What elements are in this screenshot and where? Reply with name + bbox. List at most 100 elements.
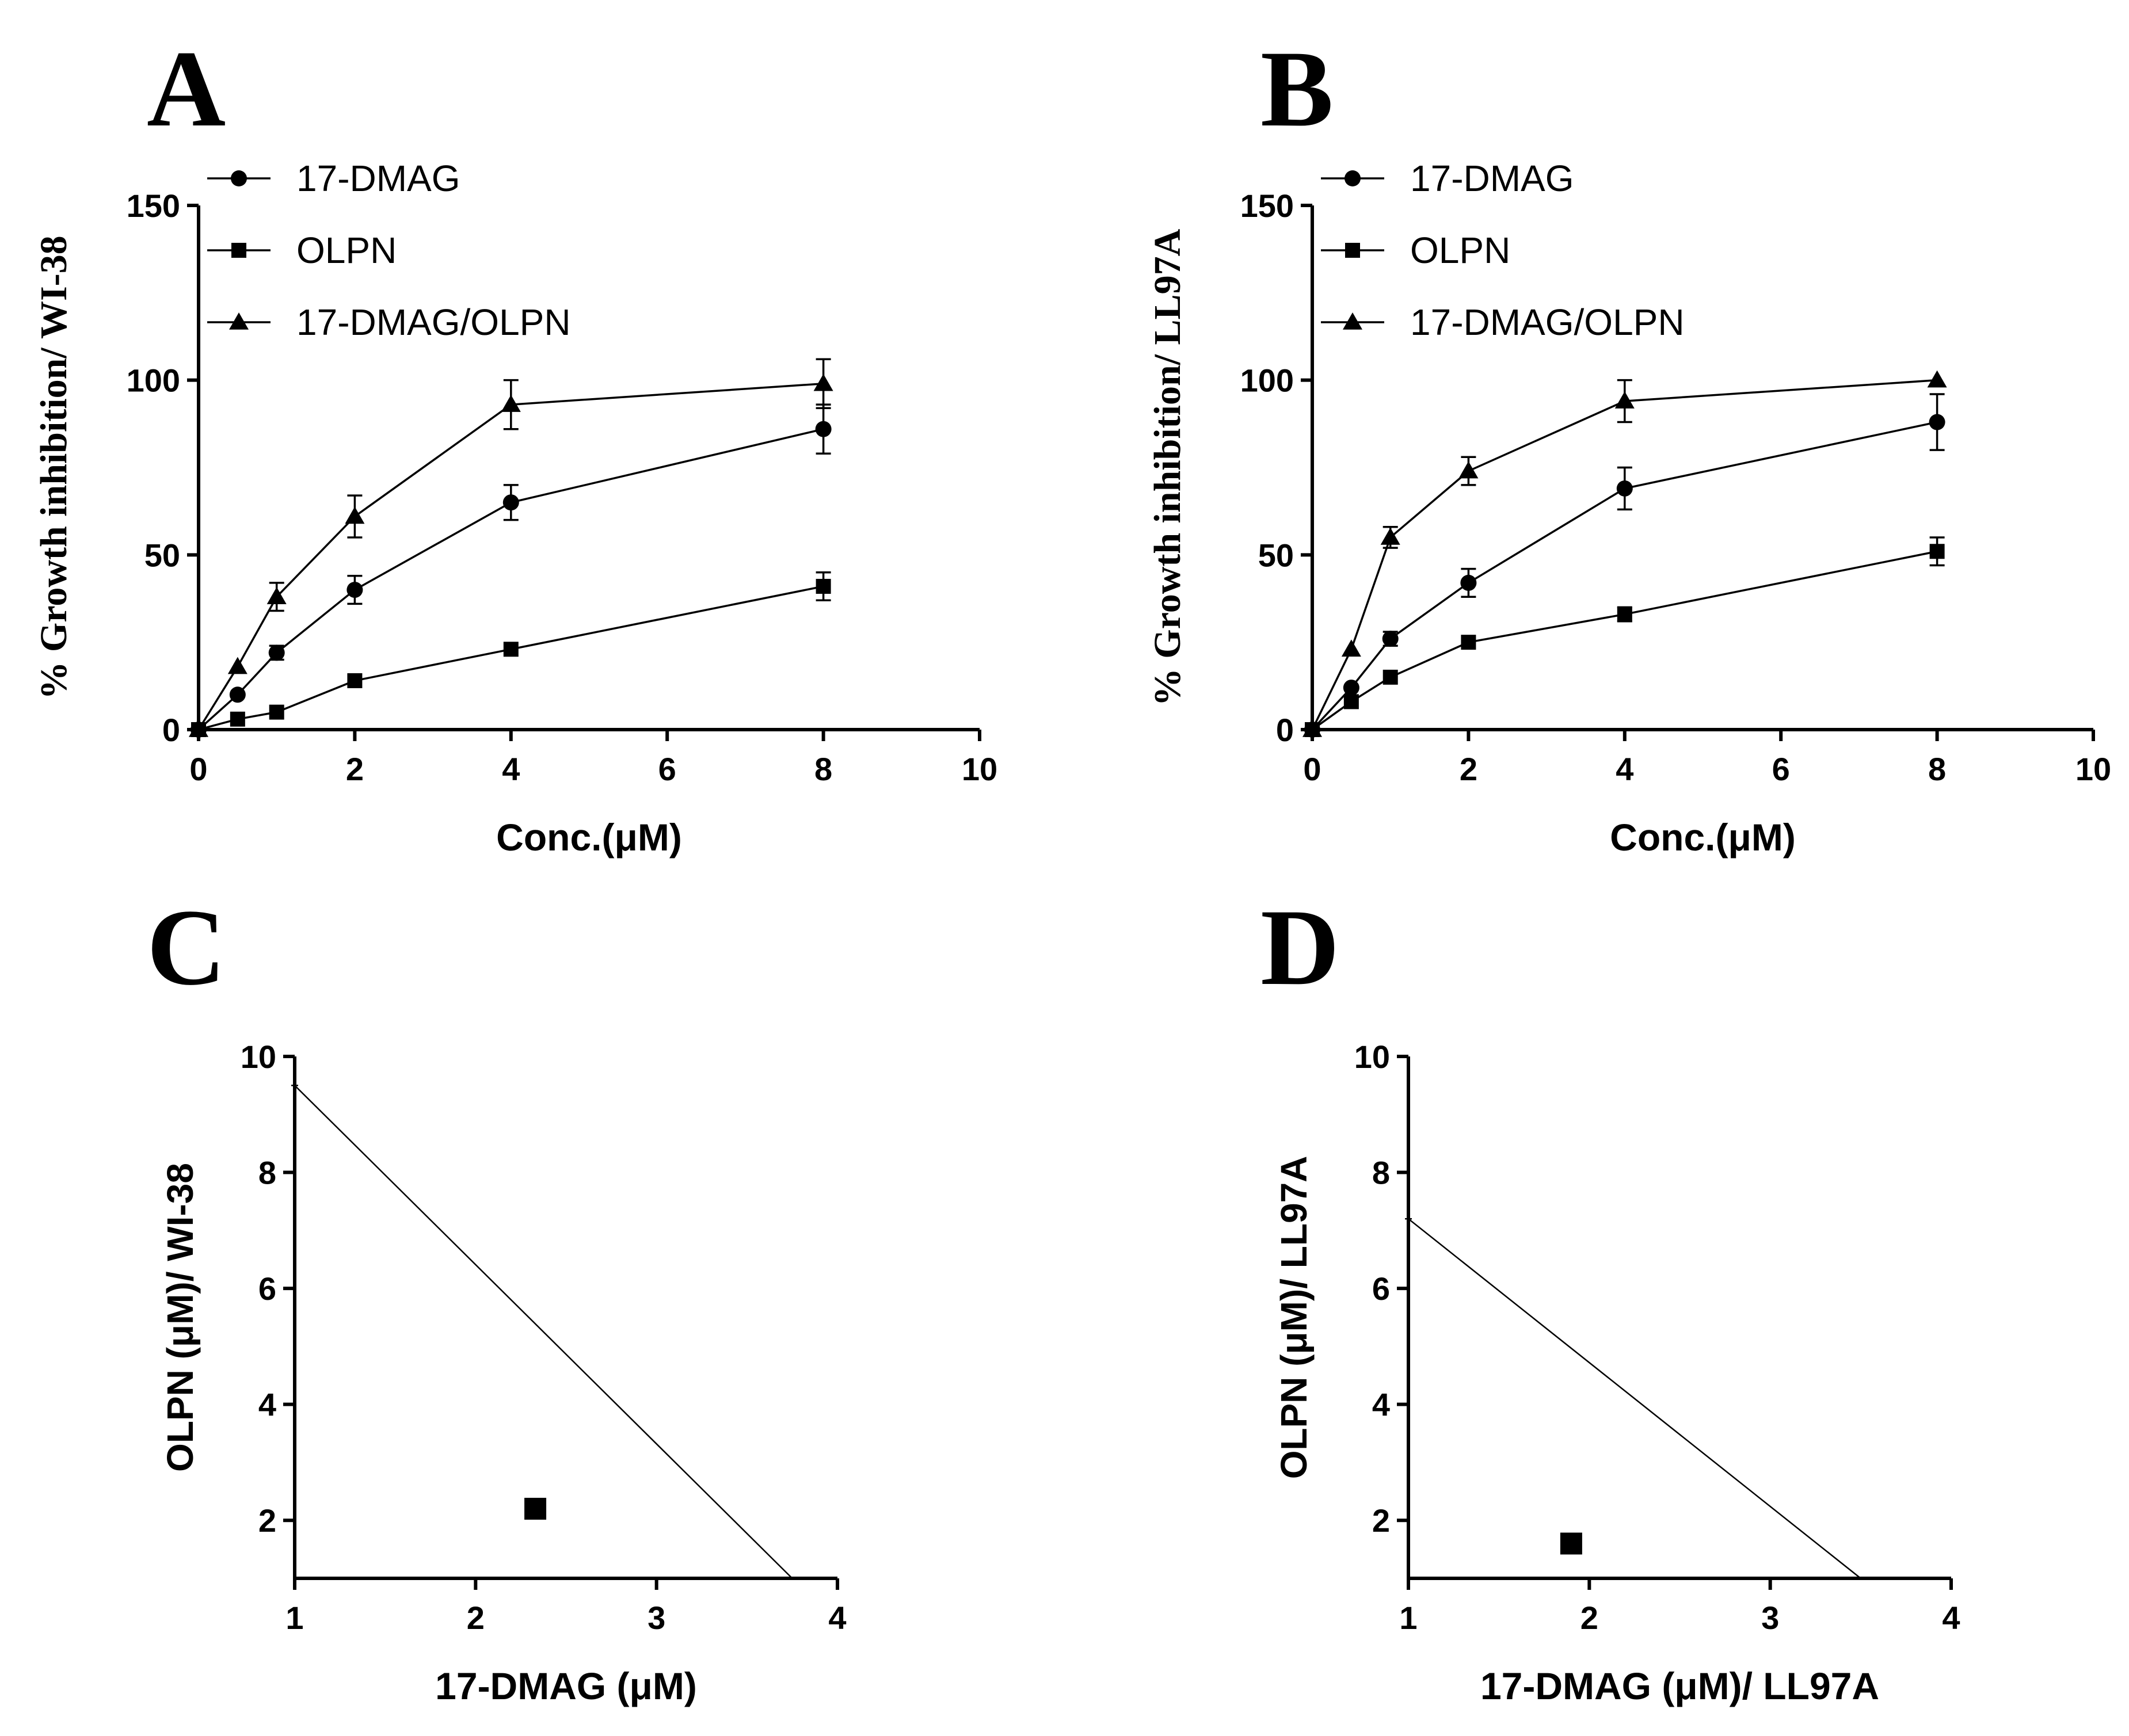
series-line — [197, 428, 824, 731]
data-point — [266, 587, 287, 604]
y-axis-label: % Growth inhibition/ LL97A — [1147, 228, 1189, 706]
isobole-line — [294, 1085, 793, 1579]
data-point — [1341, 639, 1361, 657]
panel-letter: D — [1260, 887, 1339, 1008]
panel-letter: A — [147, 29, 226, 150]
data-point — [346, 582, 363, 598]
legend-marker — [1345, 170, 1361, 186]
y-tick-label: 150 — [127, 188, 180, 224]
series-line — [1311, 550, 1937, 731]
x-tick-label: 10 — [2075, 751, 2111, 787]
panel-c: C 1 2 3 4 2 4 6 8 10 17-DMAG (μM) OLPN (μM)/ WI-38 — [147, 887, 847, 1707]
legend-marker — [231, 170, 247, 186]
data-point — [1616, 480, 1633, 497]
series-line — [197, 382, 824, 730]
legend-marker — [1345, 243, 1360, 258]
y-tick-label: 50 — [144, 537, 180, 573]
data-point — [1458, 461, 1479, 479]
legend-label: 17-DMAG/OLPN — [296, 302, 571, 343]
data-point — [345, 506, 365, 524]
legend-label: OLPN — [1410, 230, 1510, 271]
legend-label: 17-DMAG/OLPN — [1410, 302, 1685, 343]
x-tick-label: 1 — [285, 1600, 303, 1636]
data-point — [1929, 544, 1945, 559]
x-tick-label: 6 — [658, 751, 676, 787]
combination-point — [1560, 1532, 1582, 1555]
data-point — [229, 686, 246, 703]
data-point — [1617, 606, 1632, 622]
x-tick-label: 0 — [1303, 751, 1321, 787]
x-tick-label: 4 — [502, 751, 520, 787]
x-axis-label: 17-DMAG (μM)/ LL97A — [1480, 1665, 1879, 1707]
y-tick-label: 0 — [1276, 712, 1294, 748]
data-point — [230, 711, 245, 727]
data-point — [816, 578, 831, 594]
data-point — [1927, 370, 1947, 388]
data-point — [1302, 720, 1322, 737]
series-line — [1311, 379, 1937, 730]
combination-point — [524, 1498, 547, 1520]
y-tick-label: 100 — [1240, 363, 1294, 399]
data-point — [1929, 414, 1945, 430]
y-tick-label: 6 — [258, 1270, 276, 1307]
x-axis-label: 17-DMAG (μM) — [435, 1665, 697, 1707]
y-axis-label: OLPN (μM)/ WI-38 — [159, 1163, 201, 1472]
data-point — [1614, 391, 1635, 409]
data-point — [813, 373, 833, 391]
x-tick-label: 4 — [1942, 1600, 1960, 1636]
y-tick-label: 8 — [258, 1155, 276, 1191]
x-tick-label: 2 — [467, 1600, 485, 1636]
series-line — [198, 585, 824, 731]
data-point — [1460, 574, 1477, 591]
data-point — [815, 421, 832, 437]
data-point — [502, 494, 519, 511]
data-point — [1380, 527, 1400, 545]
y-tick-label: 4 — [258, 1387, 276, 1423]
series-olpn: OLPN — [191, 230, 831, 737]
x-tick-label: 2 — [346, 751, 364, 787]
y-tick-label: 100 — [127, 363, 180, 399]
y-tick-label: 8 — [1372, 1155, 1390, 1191]
data-point — [1461, 635, 1476, 650]
legend-marker — [231, 243, 246, 258]
panel-letter: B — [1260, 29, 1334, 150]
data-point — [501, 395, 521, 412]
x-tick-label: 2 — [1580, 1600, 1598, 1636]
x-tick-label: 2 — [1460, 751, 1477, 787]
x-axis-label: Conc.(μM) — [1610, 816, 1796, 859]
y-axis-label: OLPN (μM)/ LL97A — [1273, 1156, 1315, 1479]
y-tick-label: 2 — [1372, 1502, 1390, 1539]
series-17-dmag-olpn: 17-DMAG/OLPN — [1302, 302, 1947, 737]
isobole-line — [1408, 1218, 1861, 1579]
y-tick-label: 10 — [1354, 1039, 1390, 1075]
panel-d: D 1 2 3 4 2 4 6 8 10 17-DMAG (μM)/ LL97A OLPN (μM)/… — [1260, 887, 1960, 1707]
x-tick-label: 8 — [1928, 751, 1946, 787]
x-tick-label: 4 — [828, 1600, 846, 1636]
x-tick-label: 6 — [1772, 751, 1790, 787]
legend-label: 17-DMAG — [1410, 158, 1574, 199]
data-point — [347, 673, 363, 688]
data-point — [1343, 694, 1359, 709]
series-17-dmag: 17-DMAG — [1304, 158, 1945, 738]
x-tick-label: 0 — [189, 751, 207, 787]
y-tick-label: 2 — [258, 1502, 276, 1539]
y-tick-label: 4 — [1372, 1387, 1390, 1423]
y-tick-label: 0 — [162, 712, 180, 748]
y-tick-label: 10 — [241, 1039, 276, 1075]
y-tick-label: 6 — [1372, 1270, 1390, 1307]
data-point — [227, 657, 247, 674]
data-point — [1382, 631, 1399, 647]
data-point — [1382, 669, 1398, 685]
x-tick-label: 10 — [962, 751, 997, 787]
panel-letter: C — [147, 887, 226, 1008]
legend-label: 17-DMAG — [296, 158, 460, 199]
y-tick-label: 50 — [1258, 537, 1294, 573]
legend-marker — [1343, 312, 1362, 330]
x-axis-label: Conc.(μM) — [496, 816, 682, 859]
x-tick-label: 8 — [814, 751, 832, 787]
x-tick-label: 3 — [648, 1600, 665, 1636]
data-point — [269, 704, 284, 720]
data-point — [268, 644, 285, 661]
